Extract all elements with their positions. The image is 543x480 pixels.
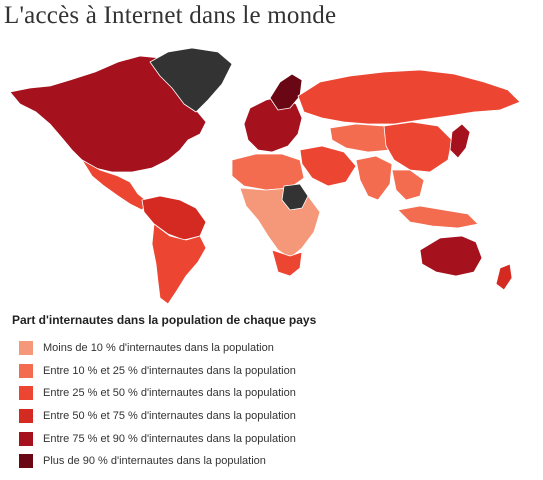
north-america-region[interactable] — [9, 55, 207, 173]
new-zealand-region[interactable] — [495, 263, 513, 291]
legend-label: Entre 50 % et 75 % d'internautes dans la… — [43, 410, 296, 423]
legend-swatch — [19, 431, 33, 446]
southeast-asia-region[interactable] — [391, 169, 425, 201]
legend-item: Entre 75 % et 90 % d'internautes dans la… — [19, 427, 532, 450]
india-region[interactable] — [355, 155, 393, 201]
map-legend: Part d'internautes dans la population de… — [12, 313, 532, 473]
africa-region[interactable] — [239, 187, 321, 259]
legend-label: Entre 25 % et 50 % d'internautes dans la… — [43, 387, 296, 400]
scandinavia-region[interactable] — [269, 73, 303, 111]
southern-africa-region[interactable] — [271, 249, 303, 277]
russia-region[interactable] — [297, 69, 521, 125]
legend-item: Entre 25 % et 50 % d'internautes dans la… — [19, 382, 532, 405]
china-region[interactable] — [383, 121, 453, 173]
legend-label: Entre 10 % et 25 % d'internautes dans la… — [43, 364, 296, 377]
legend-swatch — [19, 454, 33, 469]
legend-item: Moins de 10 % d'internautes dans la popu… — [19, 337, 532, 360]
japan-korea-region[interactable] — [449, 123, 471, 159]
legend-item: Plus de 90 % d'internautes dans la popul… — [19, 450, 532, 473]
indonesia-region[interactable] — [397, 205, 479, 229]
page-title: L'accès à Internet dans le monde — [4, 2, 337, 29]
legend-item: Entre 50 % et 75 % d'internautes dans la… — [19, 405, 532, 428]
legend-swatch — [19, 386, 33, 401]
north-africa-region[interactable] — [231, 153, 305, 191]
legend-swatch — [19, 409, 33, 424]
legend-item: Entre 10 % et 25 % d'internautes dans la… — [19, 360, 532, 383]
sudan-region[interactable] — [281, 183, 309, 211]
south-america-north-region[interactable] — [141, 195, 207, 241]
legend-swatch — [19, 363, 33, 378]
legend-title: Part d'internautes dans la population de… — [12, 313, 317, 327]
legend-swatch — [19, 341, 33, 356]
world-map — [9, 47, 521, 305]
legend-label: Entre 75 % et 90 % d'internautes dans la… — [43, 432, 296, 445]
legend-label: Plus de 90 % d'internautes dans la popul… — [43, 455, 266, 468]
greenland-region[interactable] — [149, 47, 233, 113]
middle-east-region[interactable] — [299, 145, 357, 187]
south-america-region[interactable] — [151, 223, 207, 305]
australia-region[interactable] — [419, 235, 483, 277]
legend-label: Moins de 10 % d'internautes dans la popu… — [43, 342, 274, 355]
